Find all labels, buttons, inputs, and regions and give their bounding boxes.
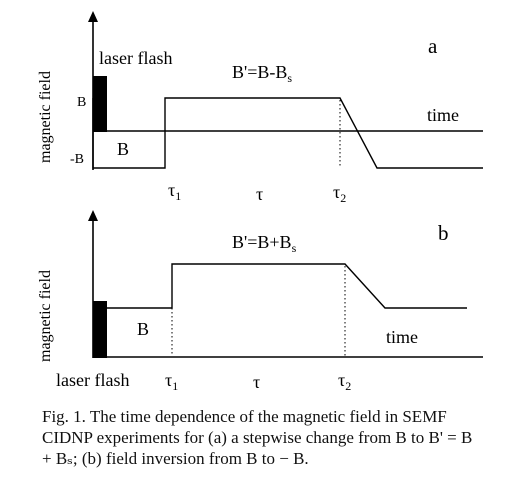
panel-a-tick-b: B <box>77 95 86 110</box>
panel-b: b magnetic field B'=B+Bs B time laser fl… <box>37 210 483 393</box>
diagram: a magnetic field B -B laser flash B'=B-B… <box>37 11 483 393</box>
panel-a-time-label: time <box>427 105 459 125</box>
panel-a-laser-flash-bar <box>93 76 107 132</box>
panel-b-field-equation: B'=B+Bs <box>232 232 297 255</box>
panel-b-tau1-label: τ1 <box>165 370 178 393</box>
panel-b-y-axis-label: magnetic field <box>37 270 54 362</box>
panel-b-tau-label: τ <box>253 372 260 392</box>
panel-b-y-axis-arrow <box>88 210 98 221</box>
panel-b-time-label: time <box>386 327 418 347</box>
panel-a: a magnetic field B -B laser flash B'=B-B… <box>37 11 483 205</box>
panel-b-region-label: B <box>137 319 149 339</box>
panel-a-y-axis-label: magnetic field <box>37 71 54 163</box>
panel-b-letter: b <box>438 221 449 245</box>
panel-a-letter: a <box>428 34 438 58</box>
panel-a-laser-flash-label: laser flash <box>99 48 172 68</box>
panel-b-laser-flash-bar <box>93 301 107 358</box>
caption-line-3: + Bₛ; (b) field inversion from B to − B. <box>42 449 309 468</box>
panel-b-laser-flash-label: laser flash <box>56 370 129 390</box>
panel-a-field-trace <box>92 97 483 169</box>
panel-b-field-trace <box>93 263 467 309</box>
panel-a-region-label: B <box>117 139 129 159</box>
panel-a-tau1-label: τ1 <box>168 180 181 203</box>
figure-caption: Fig. 1. The time dependence of the magne… <box>42 406 522 469</box>
caption-line-1: Fig. 1. The time dependence of the magne… <box>42 407 447 426</box>
caption-line-2: CIDNP experiments for (a) a stepwise cha… <box>42 428 473 447</box>
panel-a-tick-minus-b: -B <box>70 152 84 167</box>
panel-a-field-equation: B'=B-Bs <box>232 62 292 85</box>
panel-a-y-axis-arrow <box>88 11 98 22</box>
panel-a-tau2-label: τ2 <box>333 182 346 205</box>
panel-b-tau2-label: τ2 <box>338 370 351 393</box>
panel-a-tau-label: τ <box>256 184 263 204</box>
